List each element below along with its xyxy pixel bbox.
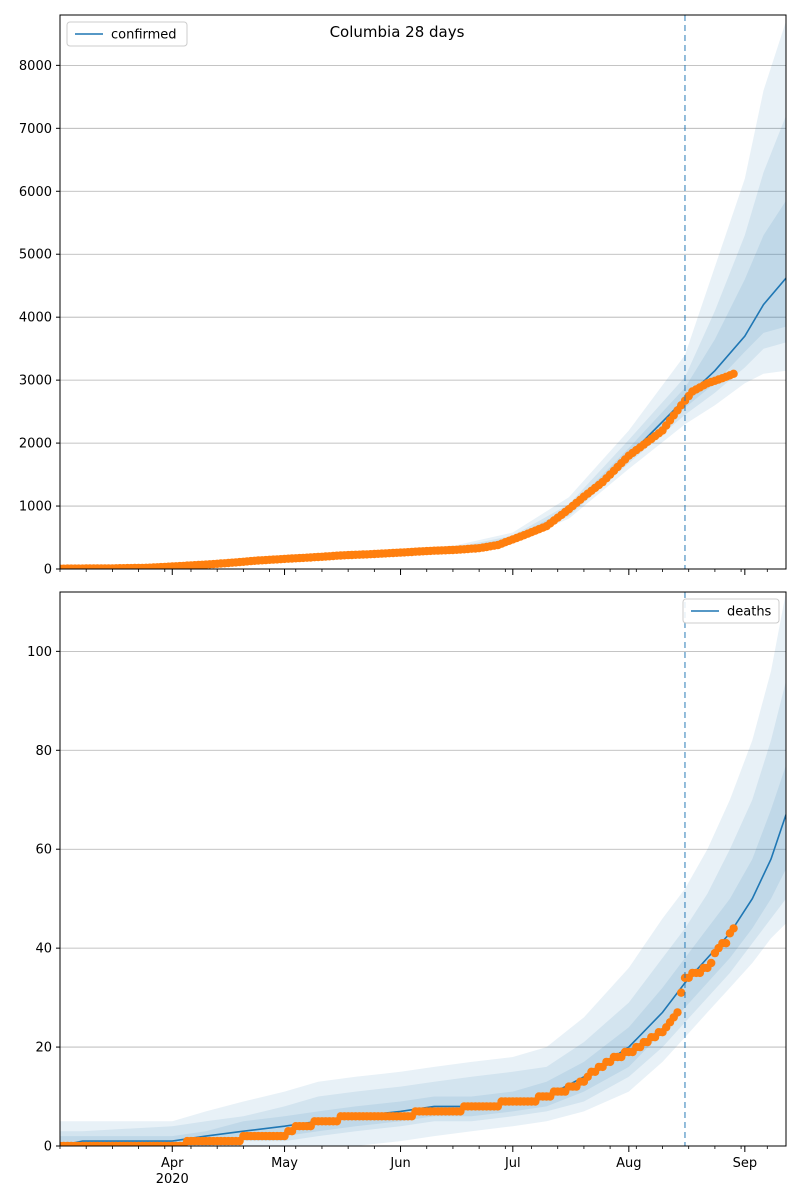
observed-point <box>673 1008 682 1017</box>
x-tick-label: Aug <box>616 1156 641 1171</box>
y-tick-label: 5000 <box>19 248 52 263</box>
y-tick-label: 3000 <box>19 374 52 389</box>
uncertainty-band-2 <box>60 681 786 1146</box>
observed-point <box>729 369 738 378</box>
legend-label: confirmed <box>111 28 177 43</box>
x-tick-label: Apr <box>161 1156 184 1171</box>
y-tick-label: 2000 <box>19 437 52 452</box>
figure-title: Columbia 28 days <box>330 23 465 41</box>
y-tick-label: 7000 <box>19 122 52 137</box>
y-tick-label: 40 <box>35 942 52 957</box>
y-tick-label: 60 <box>35 843 52 858</box>
observed-point <box>721 939 731 948</box>
uncertainty-band-2 <box>60 115 786 569</box>
legend-box <box>66 21 188 47</box>
y-tick-label: 80 <box>35 744 52 759</box>
y-tick-label: 0 <box>44 1140 52 1155</box>
axes-frame <box>59 591 787 1147</box>
observed-point <box>677 988 686 997</box>
axes-frame <box>59 14 787 570</box>
y-tick-label: 0 <box>44 563 52 578</box>
y-tick-label: 100 <box>27 645 52 660</box>
x-tick-label: Sep <box>733 1156 758 1171</box>
confirmed-panel: 0 1000 2000 3000 4000 5000 6000 7000 8000 confirm… <box>19 14 787 578</box>
uncertainty-band-3 <box>60 765 786 1146</box>
y-tick-label: 1000 <box>19 500 52 515</box>
x-tick-label: Jun <box>389 1156 410 1171</box>
observed-points <box>60 924 738 1146</box>
legend-label: deaths <box>727 605 772 620</box>
y-tick-label: 20 <box>35 1041 52 1056</box>
plot-area <box>60 21 786 569</box>
legend-box <box>682 598 780 624</box>
x-tick-label: Jul <box>504 1156 521 1171</box>
x-tick-label: May <box>271 1156 298 1171</box>
y-tick-label: 8000 <box>19 59 52 74</box>
observed-point <box>729 924 738 933</box>
observed-point <box>707 958 716 968</box>
observed-points <box>60 369 738 569</box>
y-tick-label: 6000 <box>19 185 52 200</box>
uncertainty-band-1 <box>60 21 786 569</box>
plot-area <box>60 592 786 1146</box>
y-tick-label: 4000 <box>19 311 52 326</box>
uncertainty-band-1 <box>60 592 786 1146</box>
legend: confirmed <box>66 21 188 47</box>
x-tick-sublabel: 2020 <box>156 1172 189 1187</box>
legend: deaths <box>682 598 780 624</box>
